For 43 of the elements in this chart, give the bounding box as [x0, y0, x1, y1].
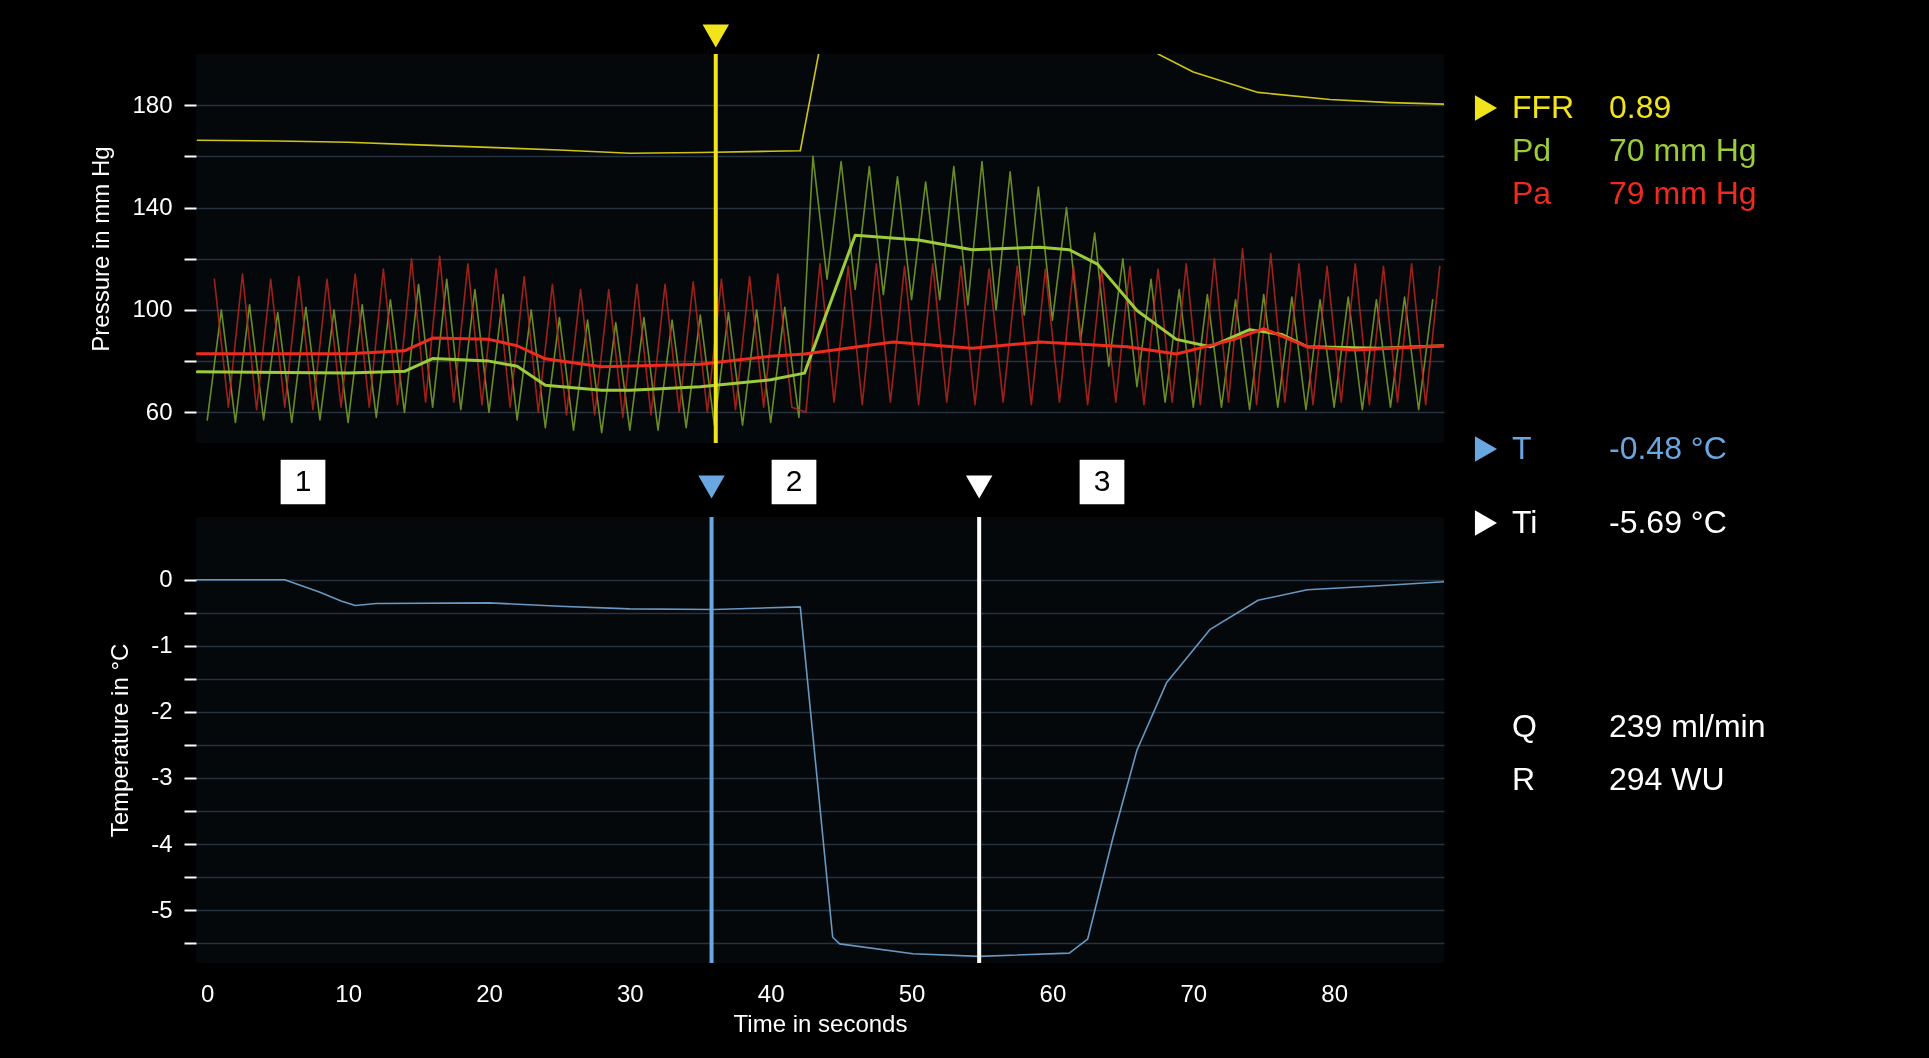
- line-series: [213, 247, 1441, 419]
- x-tick-label: 50: [898, 979, 926, 1007]
- y-axis-title: Pressure in mm Hg: [87, 146, 115, 352]
- y-tick-label: 100: [132, 295, 173, 323]
- y-axis-title: Temperature in °C: [106, 643, 134, 838]
- text: -0.48 °C: [1609, 430, 1727, 466]
- x-tick-label: 20: [476, 979, 503, 1007]
- text: 3: [1093, 464, 1111, 497]
- text: 294 WU: [1609, 761, 1725, 797]
- text: 239 ml/min: [1609, 708, 1766, 744]
- x-tick-label: 40: [757, 979, 785, 1007]
- text: Pd: [1512, 132, 1552, 168]
- line-series: [196, 578, 1444, 958]
- text: 2: [785, 464, 803, 497]
- y-tick-label: -3: [151, 763, 173, 791]
- y-tick-label: -4: [151, 829, 173, 857]
- x-tick-label: 30: [616, 979, 644, 1007]
- y-tick-label: -2: [151, 697, 173, 725]
- y-tick-label: 140: [132, 193, 173, 221]
- legend-label: T: [1512, 430, 1532, 466]
- ref-line-label: FFR: [1512, 89, 1575, 125]
- x-tick-label: 80: [1321, 979, 1348, 1007]
- y-tick-label: -1: [151, 631, 173, 659]
- text: 70 mm Hg: [1609, 132, 1757, 168]
- x-tick-label: 70: [1180, 979, 1208, 1007]
- text: 79 mm Hg: [1609, 175, 1757, 211]
- line-series: [206, 155, 1434, 434]
- y-tick-label: 180: [132, 90, 173, 118]
- text: -5.69 °C: [1609, 504, 1727, 540]
- text: 0.89: [1609, 89, 1672, 125]
- x-tick-label: 0: [201, 979, 215, 1007]
- text: Pa: [1512, 175, 1552, 211]
- y-tick-label: 0: [159, 565, 173, 593]
- text: 1: [294, 464, 312, 497]
- line-series: [196, 327, 1444, 369]
- text: R: [1512, 761, 1536, 797]
- ref-line-label: Ti: [1512, 504, 1538, 540]
- x-axis-title: Time in seconds: [733, 1009, 908, 1037]
- x-tick-label: 60: [1039, 979, 1067, 1007]
- text: Q: [1512, 708, 1537, 744]
- y-tick-label: -5: [151, 895, 173, 923]
- x-tick-label: 10: [335, 979, 362, 1007]
- y-tick-label: 60: [145, 397, 173, 425]
